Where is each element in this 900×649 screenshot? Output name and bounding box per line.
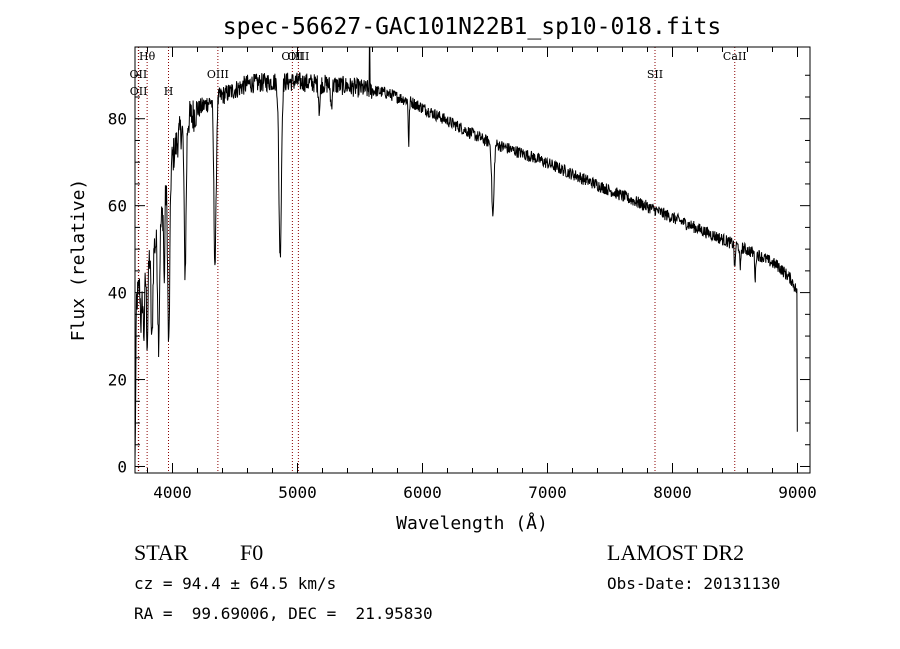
y-tick-label: 40 (108, 284, 127, 303)
x-tick-label: 4000 (153, 483, 192, 502)
x-tick-label: 7000 (528, 483, 567, 502)
line-marker-label: SII (647, 68, 663, 81)
x-axis-label: Wavelength (Å) (396, 512, 548, 534)
y-tick-label: 0 (117, 457, 127, 476)
x-axis: 4000 5000 6000 7000 8000 9000 (147, 47, 817, 502)
line-marker-label: OII (130, 68, 148, 81)
chart-title: spec-56627-GAC101N22B1_sp10-018.fits (223, 14, 722, 40)
y-tick-label: 60 (108, 197, 127, 216)
x-tick-label: 5000 (278, 483, 317, 502)
sky-coordinates: RA = 99.69006, DEC = 21.95830 (134, 604, 433, 623)
observation-date: Obs-Date: 20131130 (607, 574, 781, 593)
object-type: STAR (134, 540, 189, 565)
redshift-cz: cz = 94.4 ± 64.5 km/s (134, 574, 337, 593)
object-subclass: F0 (240, 540, 264, 565)
y-axis: 0 20 40 60 80 (108, 74, 810, 476)
line-marker-label: CaII (723, 50, 747, 63)
x-tick-label: 9000 (778, 483, 817, 502)
line-markers (137, 47, 736, 473)
plot-frame (134, 46, 811, 474)
survey-name: LAMOST DR2 (607, 540, 745, 565)
line-marker-label: H (164, 85, 174, 98)
y-tick-label: 20 (108, 371, 127, 390)
line-marker-label: Hθ (139, 50, 156, 63)
line-marker-label: OIII (207, 68, 229, 81)
line-marker-label: OII (130, 85, 148, 98)
y-axis-label: Flux (relative) (68, 179, 89, 342)
y-tick-label: 80 (108, 110, 127, 129)
spectrum-line (134, 46, 798, 461)
line-marker-label: OIII (287, 50, 309, 63)
x-tick-label: 8000 (653, 483, 692, 502)
x-tick-label: 6000 (403, 483, 442, 502)
